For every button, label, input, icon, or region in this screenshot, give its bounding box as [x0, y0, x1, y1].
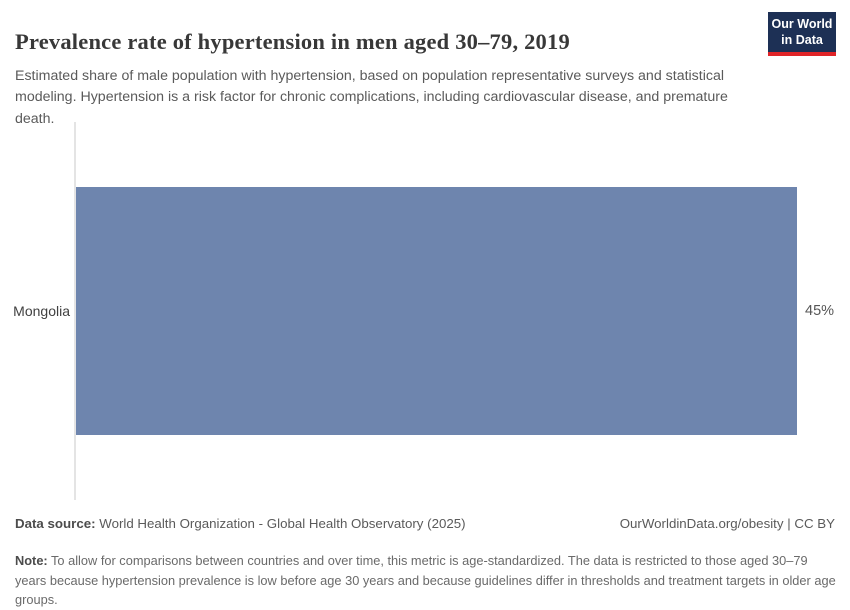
datasource-text: World Health Organization - Global Healt… [95, 516, 466, 531]
footnote-text: To allow for comparisons between countri… [15, 552, 836, 608]
page-title: Prevalence rate of hypertension in men a… [15, 29, 570, 55]
footnote: Note: To allow for comparisons between c… [15, 551, 839, 610]
owid-logo[interactable]: Our World in Data [768, 12, 836, 57]
owid-logo-line1: Our World [771, 17, 833, 31]
datasource-label: Data source: [15, 516, 96, 531]
owid-license-link[interactable]: OurWorldinData.org/obesity | CC BY [619, 516, 835, 531]
datasource-line: Data source: World Health Organization -… [15, 516, 466, 531]
chart-subtitle: Estimated share of male population with … [15, 68, 728, 127]
entity-label-mongolia: Mongolia [13, 303, 70, 319]
bar[interactable] [76, 187, 797, 435]
footer-row: Data source: World Health Organization -… [15, 516, 835, 531]
owid-logo-line2: in Data [781, 32, 823, 47]
footnote-label: Note: [15, 552, 48, 568]
bar-track [76, 187, 797, 435]
y-axis-line [74, 122, 76, 500]
bar-value-label: 45% [805, 303, 835, 319]
